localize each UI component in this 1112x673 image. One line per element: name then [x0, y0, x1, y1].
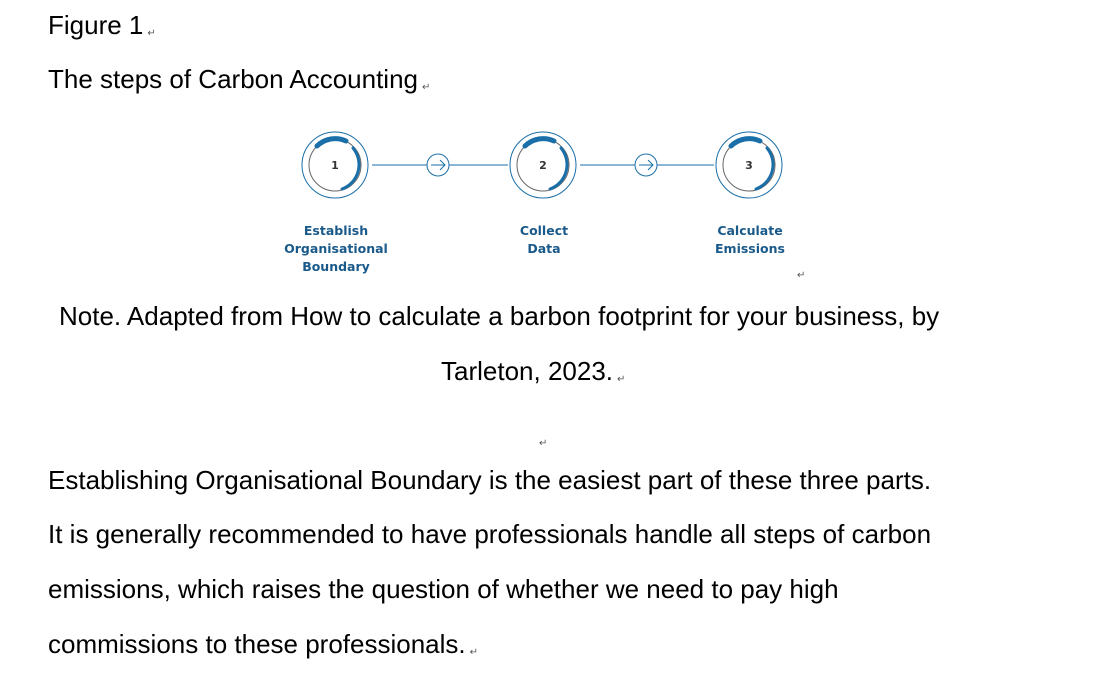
step-2-ring: 2 — [509, 131, 577, 199]
figure-title: The steps of Carbon Accounting ↵ — [48, 64, 431, 94]
paragraph-mark: ↵ — [469, 647, 479, 658]
steps-graphic: 1 2 3 — [301, 131, 783, 199]
body-text-line: It is generally recommended to have prof… — [48, 519, 932, 549]
step-3-number: 3 — [745, 159, 753, 172]
paragraph-mark: ↵ — [147, 28, 156, 39]
body-text-line: commissions to these professionals. ↵ — [48, 629, 479, 659]
step-1-label-line: Organisational — [284, 241, 388, 256]
step-3-label: Calculate Emissions — [675, 222, 825, 258]
body-text-line: Establishing Organisational Boundary is … — [48, 465, 932, 495]
step-1-label-line: Boundary — [302, 259, 370, 274]
figure-caption: Figure 1 ↵ — [48, 10, 156, 40]
step-3-ring: 3 — [715, 131, 783, 199]
step-2-label-line: Collect — [519, 223, 569, 238]
body-text-line: emissions, which raises the question of … — [48, 574, 839, 604]
step-2-label: Collect Data — [469, 222, 619, 258]
figure-note-line-1: Note. Adapted from How to calculate a ba… — [59, 301, 940, 331]
figure-note-line-2: Tarleton, 2023. ↵ — [441, 356, 626, 386]
step-1-ring: 1 — [301, 131, 369, 199]
step-2-label-line: Data — [527, 241, 561, 256]
arrow-right-icon — [426, 153, 450, 177]
step-2-number: 2 — [539, 159, 547, 172]
step-3-label-line: Calculate — [717, 223, 783, 238]
step-1-number: 1 — [331, 159, 339, 172]
arrow-right-icon — [634, 153, 658, 177]
paragraph-mark: ↵ — [797, 270, 806, 281]
paragraph-mark: ↵ — [539, 438, 548, 449]
step-3-label-line: Emissions — [715, 241, 785, 256]
step-1-label-line: Establish — [303, 223, 369, 238]
step-1-label: Establish Organisational Boundary — [261, 222, 411, 276]
paragraph-mark: ↵ — [422, 82, 431, 93]
carbon-accounting-steps-diagram: 1 2 3 Establish Organisational Boundary … — [270, 118, 810, 288]
empty-paragraph: ↵ — [535, 420, 547, 459]
paragraph-mark: ↵ — [617, 374, 626, 385]
